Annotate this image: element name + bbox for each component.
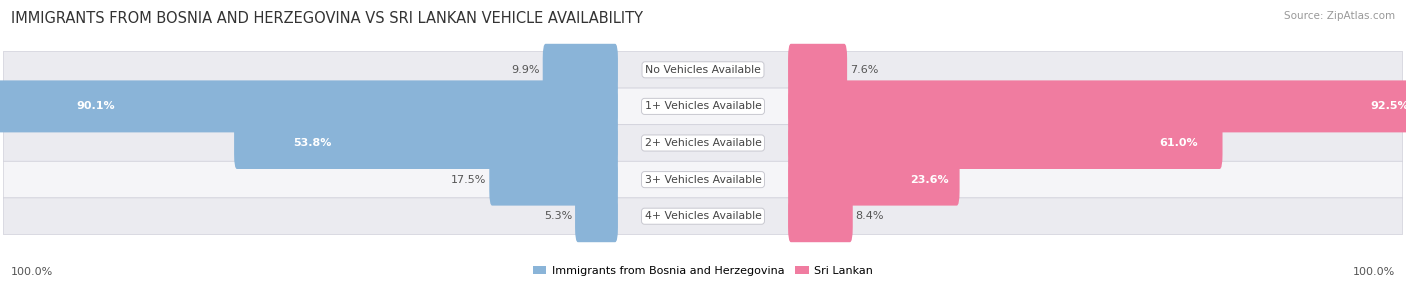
Text: 2+ Vehicles Available: 2+ Vehicles Available bbox=[644, 138, 762, 148]
Text: 23.6%: 23.6% bbox=[910, 175, 949, 184]
FancyBboxPatch shape bbox=[233, 117, 617, 169]
FancyBboxPatch shape bbox=[787, 154, 960, 206]
FancyBboxPatch shape bbox=[3, 198, 1403, 235]
Text: 3+ Vehicles Available: 3+ Vehicles Available bbox=[644, 175, 762, 184]
FancyBboxPatch shape bbox=[787, 117, 1222, 169]
Legend: Immigrants from Bosnia and Herzegovina, Sri Lankan: Immigrants from Bosnia and Herzegovina, … bbox=[529, 261, 877, 280]
FancyBboxPatch shape bbox=[787, 44, 846, 96]
Text: 17.5%: 17.5% bbox=[451, 175, 486, 184]
FancyBboxPatch shape bbox=[3, 51, 1403, 88]
Text: 53.8%: 53.8% bbox=[294, 138, 332, 148]
Text: 92.5%: 92.5% bbox=[1369, 102, 1406, 111]
Text: No Vehicles Available: No Vehicles Available bbox=[645, 65, 761, 75]
FancyBboxPatch shape bbox=[489, 154, 619, 206]
Text: 1+ Vehicles Available: 1+ Vehicles Available bbox=[644, 102, 762, 111]
FancyBboxPatch shape bbox=[575, 190, 619, 242]
FancyBboxPatch shape bbox=[787, 190, 852, 242]
Text: 100.0%: 100.0% bbox=[1353, 267, 1395, 277]
FancyBboxPatch shape bbox=[3, 125, 1403, 161]
Text: 7.6%: 7.6% bbox=[849, 65, 879, 75]
FancyBboxPatch shape bbox=[543, 44, 619, 96]
Text: 61.0%: 61.0% bbox=[1160, 138, 1198, 148]
FancyBboxPatch shape bbox=[0, 80, 617, 132]
Text: 9.9%: 9.9% bbox=[512, 65, 540, 75]
Text: 100.0%: 100.0% bbox=[11, 267, 53, 277]
FancyBboxPatch shape bbox=[3, 88, 1403, 125]
Text: 5.3%: 5.3% bbox=[544, 211, 572, 221]
Text: Source: ZipAtlas.com: Source: ZipAtlas.com bbox=[1284, 11, 1395, 21]
Text: 4+ Vehicles Available: 4+ Vehicles Available bbox=[644, 211, 762, 221]
Text: 90.1%: 90.1% bbox=[77, 102, 115, 111]
FancyBboxPatch shape bbox=[787, 80, 1406, 132]
FancyBboxPatch shape bbox=[3, 161, 1403, 198]
Text: IMMIGRANTS FROM BOSNIA AND HERZEGOVINA VS SRI LANKAN VEHICLE AVAILABILITY: IMMIGRANTS FROM BOSNIA AND HERZEGOVINA V… bbox=[11, 11, 644, 26]
Text: 8.4%: 8.4% bbox=[855, 211, 884, 221]
